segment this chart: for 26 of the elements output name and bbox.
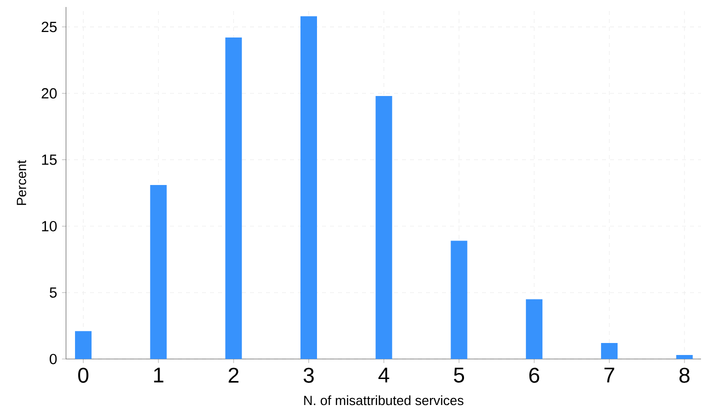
x-tick-label: 4 <box>378 368 390 382</box>
y-tick-label: 10 <box>42 220 57 232</box>
bar <box>75 331 92 359</box>
x-tick-label: 2 <box>228 368 238 383</box>
bar <box>526 299 542 359</box>
x-axis-title: N. of misattributed services <box>304 395 464 406</box>
bar <box>450 240 468 359</box>
y-tick-label: 0 <box>50 354 57 364</box>
bar <box>225 38 242 359</box>
y-tick-label: 20 <box>42 88 57 99</box>
x-tick-label: 6 <box>529 368 540 383</box>
y-axis-title: Percent <box>16 160 26 205</box>
y-tick-label: 15 <box>42 154 57 165</box>
x-tick-label: 5 <box>454 368 464 383</box>
x-tick-label: 0 <box>78 368 88 383</box>
y-tick-label: 25 <box>42 22 57 32</box>
x-tick-label: 3 <box>304 368 314 383</box>
bar <box>150 184 167 359</box>
bar <box>300 16 317 359</box>
bar <box>676 355 693 359</box>
x-tick-label: 7 <box>604 368 614 382</box>
x-tick-label: 8 <box>679 368 690 383</box>
bar <box>376 96 392 359</box>
y-tick-label: 5 <box>50 287 57 298</box>
bar <box>601 343 618 359</box>
x-tick-label: 1 <box>154 368 164 382</box>
